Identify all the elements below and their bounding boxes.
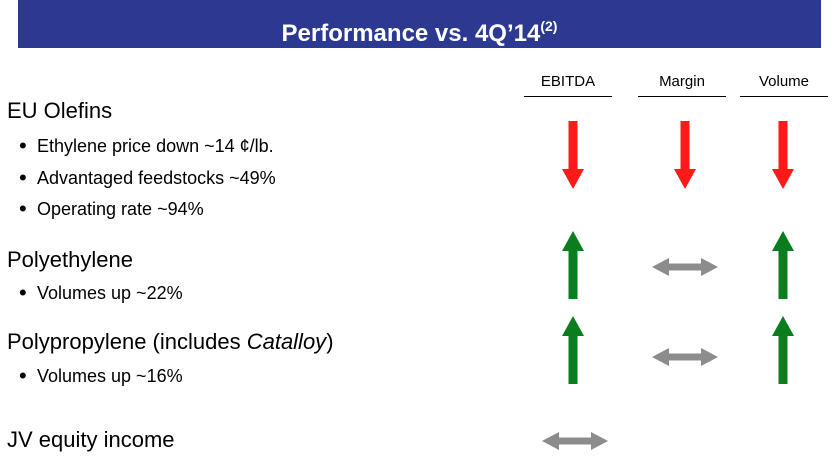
header-title: Performance vs. 4Q’14 xyxy=(281,20,541,47)
arrow-flat xyxy=(652,258,718,276)
header-bar: Performance vs. 4Q’14(2) xyxy=(18,0,821,48)
column-header: EBITDA xyxy=(524,73,612,97)
arrow-up xyxy=(562,231,584,299)
arrow-up xyxy=(562,316,584,384)
title-part: Catalloy xyxy=(246,329,327,354)
title-part: Polypropylene (includes xyxy=(7,329,247,354)
arrow-down xyxy=(772,121,794,189)
section-title: JV equity income xyxy=(7,427,175,452)
section-title: EU Olefins xyxy=(7,98,113,123)
column-header: Volume xyxy=(740,73,828,97)
section-title: Polyethylene xyxy=(7,247,133,272)
section-title: Polypropylene (includes Catalloy) xyxy=(7,329,334,355)
arrow-up xyxy=(772,316,794,384)
bullet: Volumes up ~22% xyxy=(19,280,183,306)
bullet: Ethylene price down ~14 ¢/lb. xyxy=(19,133,274,159)
arrow-down xyxy=(562,121,584,189)
title-part: ) xyxy=(326,329,334,354)
bullet: Advantaged feedstocks ~49% xyxy=(19,165,276,191)
arrow-down xyxy=(674,121,696,189)
arrow-flat xyxy=(542,432,608,450)
arrow-flat xyxy=(652,348,718,366)
column-header: Margin xyxy=(638,73,726,97)
header-note: (2) xyxy=(540,18,558,34)
bullet: Volumes up ~16% xyxy=(19,363,183,389)
arrow-up xyxy=(772,231,794,299)
bullet: Operating rate ~94% xyxy=(19,196,204,222)
